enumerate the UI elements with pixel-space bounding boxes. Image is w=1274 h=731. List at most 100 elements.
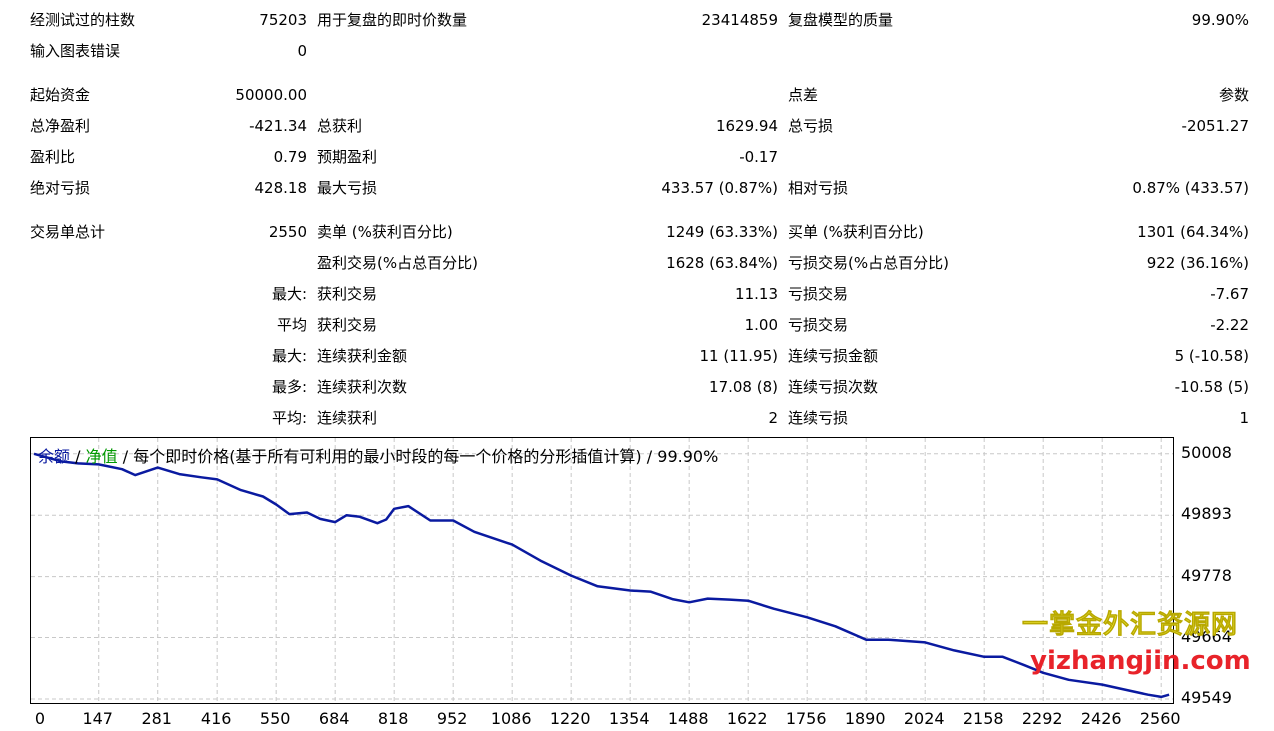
expected-payoff-value: -0.17	[739, 148, 778, 166]
x-tick-label: 818	[377, 709, 409, 728]
balance-series-line	[33, 452, 1170, 699]
gross-loss-value: -2051.27	[1181, 117, 1249, 135]
average-profit-value: 1.00	[744, 316, 778, 334]
x-tick-label: 1354	[608, 709, 650, 728]
spread-label: 点差	[788, 86, 819, 104]
y-tick-label: 49664	[1181, 626, 1232, 646]
legend-model: 每个即时价格(基于所有可利用的最小时段的每一个价格的分形插值计算)	[133, 447, 642, 466]
total-trades-label: 交易单总计	[30, 223, 106, 241]
x-tick-label: 1488	[667, 709, 709, 728]
x-tick-label: 2158	[962, 709, 1004, 728]
x-tick-label: 147	[82, 709, 113, 728]
relative-drawdown-value: 0.87% (433.57)	[1132, 179, 1249, 197]
x-tick-label: 281	[141, 709, 172, 728]
x-tick-label: 2292	[1021, 709, 1063, 728]
spread-value: 参数	[1218, 86, 1249, 104]
x-tick-label: 550	[259, 709, 291, 728]
average-loss-label: 亏损交易	[788, 316, 849, 334]
balance-chart-svg	[31, 438, 1173, 703]
relative-drawdown-label: 相对亏损	[788, 179, 849, 197]
x-tick-label: 1756	[785, 709, 827, 728]
x-tick-label: 684	[318, 709, 350, 728]
largest-prefix: 最大:	[271, 285, 307, 303]
average-consecutive-loss-value: 1	[1239, 409, 1249, 427]
legend-separator: /	[646, 447, 653, 466]
long-positions-label: 买单 (%获利百分比)	[788, 223, 924, 241]
maximal-consecutive-profit-label: 连续获利次数	[317, 378, 408, 396]
profit-trades-label: 盈利交易(%占总百分比)	[317, 254, 478, 272]
x-tick-label: 952	[436, 709, 468, 728]
loss-trades-label: 亏损交易(%占总百分比)	[788, 254, 949, 272]
gross-loss-label: 总亏损	[788, 117, 834, 135]
max-consecutive-loss-value: 5 (-10.58)	[1174, 347, 1249, 365]
largest-profit-label: 获利交易	[317, 285, 378, 303]
initial-deposit-value: 50000.00	[235, 86, 307, 104]
maximal-consecutive-prefix: 最多:	[271, 378, 307, 396]
average-consecutive-profit-label: 连续获利	[317, 409, 378, 427]
loss-trades-value: 922 (36.16%)	[1146, 254, 1249, 272]
x-tick-label: 1622	[726, 709, 768, 728]
x-tick-label: 2024	[903, 709, 945, 728]
long-positions-value: 1301 (64.34%)	[1137, 223, 1249, 241]
y-tick-label: 50008	[1181, 442, 1232, 462]
short-positions-label: 卖单 (%获利百分比)	[317, 223, 453, 241]
bars-tested-label: 经测试过的柱数	[30, 11, 136, 29]
y-tick-label: 49778	[1181, 565, 1232, 585]
max-consecutive-profit-label: 连续获利金额	[317, 347, 408, 365]
gross-profit-value: 1629.94	[715, 117, 778, 135]
mismatched-errors-value: 0	[297, 42, 307, 60]
max-consecutive-profit-value: 11 (11.95)	[699, 347, 778, 365]
ticks-modelled-value: 23414859	[701, 11, 778, 29]
legend-separator: /	[122, 447, 129, 466]
average-prefix: 平均	[276, 316, 307, 334]
total-net-profit-label: 总净盈利	[30, 117, 91, 135]
maximal-drawdown-value: 433.57 (0.87%)	[661, 179, 778, 197]
average-loss-value: -2.22	[1210, 316, 1249, 334]
legend-balance: 余额	[38, 447, 71, 466]
absolute-drawdown-value: 428.18	[254, 179, 308, 197]
maximal-consecutive-loss-label: 连续亏损次数	[788, 378, 879, 396]
max-consecutive-loss-label: 连续亏损金额	[788, 347, 879, 365]
largest-profit-value: 11.13	[735, 285, 778, 303]
watermark-url: yizhangjin.com	[1030, 646, 1251, 676]
maximal-consecutive-loss-value: -10.58 (5)	[1174, 378, 1249, 396]
y-tick-label: 49549	[1181, 688, 1232, 707]
profit-factor-value: 0.79	[273, 148, 307, 166]
average-consecutive-prefix: 平均:	[271, 409, 307, 427]
total-net-profit-value: -421.34	[249, 117, 307, 135]
legend-separator: /	[75, 447, 81, 466]
mismatched-errors-label: 输入图表错误	[30, 42, 121, 60]
x-tick-label: 1220	[549, 709, 591, 728]
y-tick-label: 49893	[1181, 504, 1232, 524]
expected-payoff-label: 预期盈利	[317, 148, 378, 166]
x-tick-label: 2560	[1139, 709, 1181, 728]
short-positions-value: 1249 (63.33%)	[666, 223, 778, 241]
ticks-modelled-label: 用于复盘的即时价数量	[317, 11, 468, 29]
average-profit-label: 获利交易	[317, 316, 378, 334]
largest-loss-label: 亏损交易	[788, 285, 849, 303]
x-tick-label: 0	[34, 709, 46, 728]
maximal-drawdown-label: 最大亏损	[317, 179, 378, 197]
x-tick-label: 2426	[1080, 709, 1122, 728]
average-consecutive-loss-label: 连续亏损	[788, 409, 849, 427]
maximal-consecutive-profit-value: 17.08 (8)	[709, 378, 778, 396]
profit-factor-label: 盈利比	[30, 148, 76, 166]
x-tick-label: 416	[200, 709, 232, 728]
x-tick-label: 1086	[490, 709, 532, 728]
max-consecutive-prefix: 最大:	[271, 347, 307, 365]
bars-tested-value: 75203	[259, 11, 307, 29]
chart-legend: 余额 / 净值 / 每个即时价格(基于所有可利用的最小时段的每一个价格的分形插值…	[38, 446, 718, 468]
profit-trades-value: 1628 (63.84%)	[666, 254, 778, 272]
gross-profit-label: 总获利	[317, 117, 363, 135]
modelling-quality-value: 99.90%	[1191, 11, 1249, 29]
absolute-drawdown-label: 绝对亏损	[30, 179, 91, 197]
average-consecutive-profit-value: 2	[768, 409, 778, 427]
legend-equity: 净值	[85, 447, 118, 466]
balance-chart	[30, 437, 1174, 704]
largest-loss-value: -7.67	[1210, 285, 1249, 303]
watermark-cn: 一掌金外汇资源网	[1022, 610, 1239, 641]
modelling-quality-label: 复盘模型的质量	[788, 11, 894, 29]
legend-quality: 99.90%	[657, 447, 719, 466]
total-trades-value: 2550	[268, 223, 307, 241]
x-tick-label: 1890	[844, 709, 886, 728]
